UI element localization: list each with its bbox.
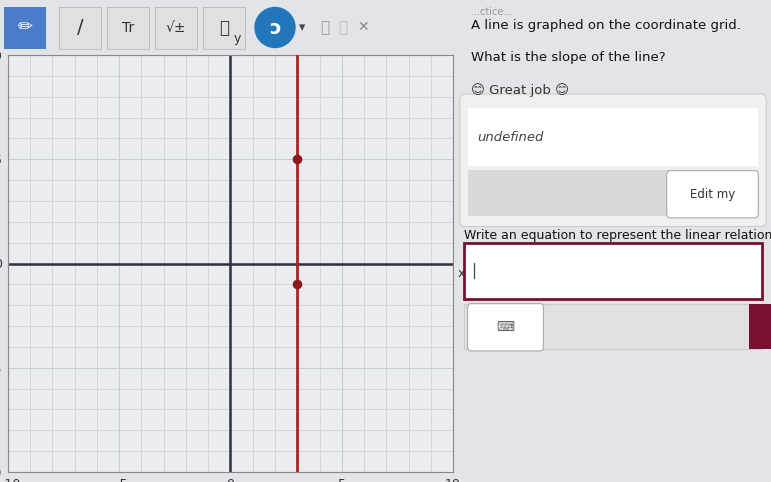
Text: ✕: ✕ (357, 21, 369, 35)
FancyBboxPatch shape (464, 304, 762, 349)
Text: ✏: ✏ (18, 18, 32, 37)
FancyBboxPatch shape (468, 304, 544, 351)
Bar (59, 6, 101, 49)
Text: x: x (457, 268, 465, 281)
FancyBboxPatch shape (460, 94, 766, 227)
FancyBboxPatch shape (667, 171, 759, 218)
Text: ↄ: ↄ (269, 19, 281, 38)
Text: ...ctice...: ...ctice... (471, 7, 512, 17)
Text: Tr: Tr (122, 21, 134, 35)
Text: 🖌: 🖌 (219, 18, 229, 37)
Text: ⌨: ⌨ (497, 321, 514, 334)
Point (291, 155, 304, 163)
Text: /: / (76, 18, 83, 37)
Point (291, 281, 304, 288)
FancyBboxPatch shape (468, 108, 759, 166)
Circle shape (255, 8, 295, 48)
Text: |: | (471, 263, 476, 280)
Bar (4, 6, 46, 49)
Bar (155, 6, 197, 49)
FancyBboxPatch shape (468, 170, 759, 216)
Text: 😊 Great job 😊: 😊 Great job 😊 (471, 83, 569, 97)
Bar (203, 6, 245, 49)
Text: Write an equation to represent the linear relationship: Write an equation to represent the linea… (464, 229, 771, 242)
Text: undefined: undefined (477, 131, 544, 144)
Text: y: y (234, 32, 241, 44)
Bar (107, 6, 149, 49)
Text: What is the slope of the line?: What is the slope of the line? (471, 51, 665, 64)
Bar (749, 304, 771, 349)
Text: ⌢: ⌢ (338, 20, 348, 35)
Text: ⌢: ⌢ (321, 20, 329, 35)
Text: ▾: ▾ (299, 21, 305, 34)
Text: Edit my: Edit my (690, 188, 736, 201)
FancyBboxPatch shape (464, 243, 762, 299)
Text: √±: √± (166, 21, 187, 35)
Text: A line is graphed on the coordinate grid.: A line is graphed on the coordinate grid… (471, 19, 741, 32)
